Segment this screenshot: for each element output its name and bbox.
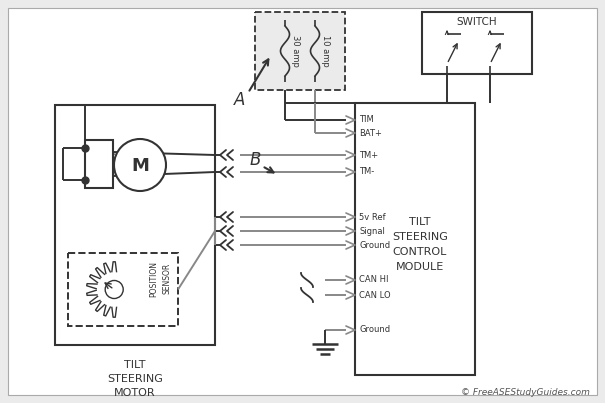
Text: Ground: Ground — [359, 326, 390, 334]
Bar — [55, 105, 215, 345]
Text: A: A — [234, 91, 246, 109]
Text: © FreeASEStudyGuides.com: © FreeASEStudyGuides.com — [461, 388, 590, 397]
Bar — [68, 253, 178, 326]
Text: B: B — [249, 151, 261, 169]
Text: TM-: TM- — [359, 168, 374, 177]
Text: Signal: Signal — [359, 226, 385, 235]
Text: POSITION: POSITION — [149, 261, 159, 297]
Text: CAN LO: CAN LO — [359, 291, 391, 299]
Text: TILT
STEERING
CONTROL
MODULE: TILT STEERING CONTROL MODULE — [392, 217, 448, 272]
Text: SWITCH: SWITCH — [457, 17, 497, 27]
Circle shape — [105, 280, 123, 299]
Text: Ground: Ground — [359, 241, 390, 249]
Circle shape — [114, 139, 166, 191]
Text: CAN HI: CAN HI — [359, 276, 388, 285]
Text: TIM: TIM — [359, 116, 374, 125]
Text: TM+: TM+ — [359, 150, 378, 160]
Text: BAT+: BAT+ — [359, 129, 382, 137]
Text: 10 amp: 10 amp — [321, 35, 330, 67]
Text: TILT
STEERING
MOTOR: TILT STEERING MOTOR — [107, 360, 163, 398]
Bar — [85, 140, 113, 188]
Bar — [355, 103, 475, 375]
Text: 30 amp: 30 amp — [291, 35, 300, 67]
Text: M: M — [131, 157, 149, 175]
Text: 5v Ref: 5v Ref — [359, 212, 385, 222]
Text: SENSOR: SENSOR — [163, 263, 171, 294]
Bar — [422, 12, 532, 74]
Bar — [255, 12, 345, 90]
